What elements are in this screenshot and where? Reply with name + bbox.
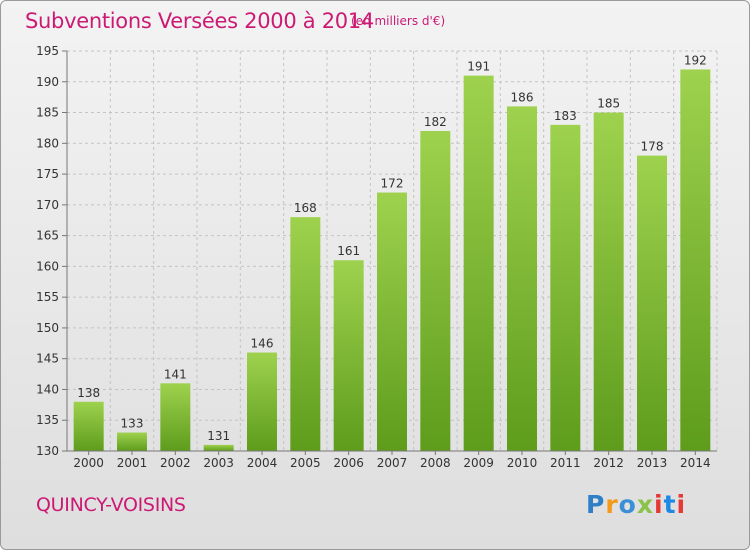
- x-tick-label: 2010: [507, 456, 538, 470]
- bar: [463, 75, 494, 451]
- bar-value-label: 182: [424, 115, 447, 129]
- bar-value-label: 172: [381, 177, 404, 191]
- logo-letter: x: [636, 490, 654, 519]
- bar-value-label: 133: [121, 417, 144, 431]
- x-tick-label: 2002: [160, 456, 191, 470]
- y-tick-label: 175: [36, 167, 59, 181]
- y-tick-label: 185: [36, 106, 59, 120]
- y-tick-label: 130: [36, 444, 59, 458]
- bar-value-label: 141: [164, 367, 187, 381]
- x-tick-label: 2009: [463, 456, 494, 470]
- bar: [680, 69, 711, 451]
- y-tick-label: 180: [36, 136, 59, 150]
- x-tick-label: 2001: [117, 456, 148, 470]
- bar-value-label: 178: [641, 140, 664, 154]
- chart-title: Subventions Versées 2000 à 2014: [25, 9, 374, 33]
- bar: [593, 112, 624, 452]
- y-tick-label: 170: [36, 198, 59, 212]
- bar-value-label: 161: [337, 244, 360, 258]
- bar-value-label: 131: [207, 429, 230, 443]
- bar: [333, 260, 364, 451]
- bar-value-label: 192: [684, 53, 707, 67]
- bar: [637, 155, 667, 451]
- logo-letter: P: [586, 490, 606, 519]
- y-tick-label: 145: [36, 352, 59, 366]
- bar: [247, 352, 277, 451]
- x-tick-label: 2007: [377, 456, 408, 470]
- logo-letter: i: [654, 490, 664, 519]
- x-tick-label: 2013: [637, 456, 668, 470]
- bar: [290, 217, 321, 451]
- logo-letter: t: [663, 490, 677, 519]
- commune-name: QUINCY-VOISINS: [36, 494, 186, 516]
- bar: [550, 124, 581, 451]
- bar: [420, 131, 451, 451]
- x-tick-label: 2006: [333, 456, 364, 470]
- bar: [160, 383, 191, 451]
- y-tick-label: 140: [36, 382, 59, 396]
- x-tick-label: 2008: [420, 456, 451, 470]
- bar: [117, 432, 147, 451]
- bars: 138 133 141 131 146 168 161 172 182 191 186 183 185 1…: [73, 53, 711, 452]
- bar-value-label: 138: [77, 386, 100, 400]
- bar: [377, 192, 407, 452]
- x-tick-label: 2005: [290, 456, 321, 470]
- bar-value-label: 183: [554, 109, 577, 123]
- y-tick-label: 160: [36, 259, 59, 273]
- bar: [73, 401, 104, 451]
- logo-letter: o: [618, 490, 637, 519]
- x-tick-label: 2012: [593, 456, 624, 470]
- logo-letter: r: [605, 490, 619, 519]
- y-tick-label: 165: [36, 229, 59, 243]
- x-tick-label: 2004: [247, 456, 278, 470]
- y-tick-label: 190: [36, 75, 59, 89]
- y-tick-label: 150: [36, 321, 59, 335]
- x-tick-label: 2014: [680, 456, 711, 470]
- axes: 130 135 140 145 150 155 160 165 170 175 180 185 190 1…: [36, 44, 717, 470]
- x-tick-label: 2011: [550, 456, 581, 470]
- bar-value-label: 186: [511, 90, 534, 104]
- bar: [203, 444, 234, 451]
- x-tick-label: 2003: [203, 456, 234, 470]
- bar-value-label: 168: [294, 201, 317, 215]
- bar-value-label: 191: [467, 60, 490, 74]
- bar: [507, 106, 537, 451]
- bar-value-label: 146: [251, 337, 274, 351]
- x-tick-label: 2000: [73, 456, 104, 470]
- y-tick-label: 195: [36, 44, 59, 58]
- logo-letter: i: [676, 490, 687, 519]
- y-tick-label: 155: [36, 290, 59, 304]
- bar-value-label: 185: [597, 97, 620, 111]
- y-tick-label: 135: [36, 413, 59, 427]
- chart-unit: (en milliers d'€): [351, 14, 446, 28]
- proxiti-logo[interactable]: Proxiti: [586, 490, 686, 519]
